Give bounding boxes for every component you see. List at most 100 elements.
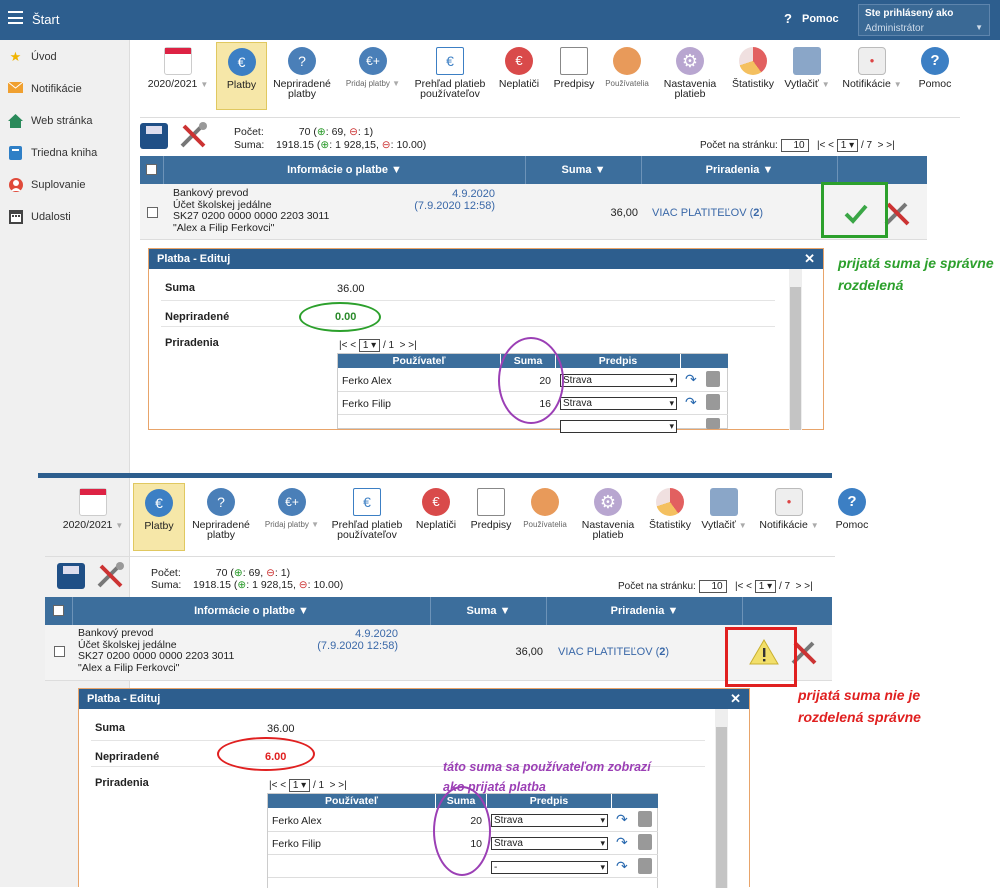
trash-icon[interactable] bbox=[638, 834, 652, 850]
tab-nepriradene[interactable]: ? Nepriradené platby bbox=[189, 483, 253, 551]
house-icon bbox=[8, 114, 23, 128]
assign-link[interactable]: VIAC PLATITEĽOV (2) bbox=[652, 207, 764, 219]
tab-pomoc[interactable]: ? Pomoc bbox=[827, 483, 877, 551]
tools-icon[interactable] bbox=[882, 198, 916, 228]
top-panel: 2020/2021 ▼ € Platby ? Nepriradené platb… bbox=[140, 42, 960, 472]
filter-icon: ▼ bbox=[762, 164, 774, 176]
col-info[interactable]: Informácie o platbe ▼ bbox=[164, 156, 526, 184]
scrollbar[interactable] bbox=[789, 269, 802, 430]
envelope-icon bbox=[7, 81, 24, 96]
login-dropdown[interactable]: Ste prihlásený ako Administrátor ▼ bbox=[858, 4, 990, 36]
sidebar-item-notifikacie[interactable]: Notifikácie bbox=[7, 80, 128, 100]
question-icon: ? bbox=[838, 488, 866, 516]
table-row[interactable]: Bankový prevod Účet školskej jedálne SK27 … bbox=[140, 184, 927, 240]
hamburger-menu-icon[interactable] bbox=[8, 11, 23, 24]
per-page-input[interactable]: 10 bbox=[780, 139, 809, 152]
tab-predpisy[interactable]: Predpisy bbox=[548, 42, 600, 110]
sidebar-item-suplovanie[interactable]: Suplovanie bbox=[8, 176, 128, 196]
rule-select[interactable]: Strava bbox=[491, 837, 608, 850]
arrow-icon[interactable]: ↷ bbox=[685, 371, 697, 387]
col-sum[interactable]: Suma ▼ bbox=[526, 156, 642, 184]
arrow-icon[interactable]: ↷ bbox=[616, 858, 628, 874]
rule-select[interactable]: - bbox=[491, 861, 608, 874]
tab-nastavenia[interactable]: ⚙ Nastavenia platieb bbox=[658, 42, 722, 110]
arrow-icon[interactable]: ↷ bbox=[616, 811, 628, 827]
table-header: Informácie o platbe ▼ Suma ▼ Priradenia … bbox=[140, 156, 927, 184]
tab-pomoc[interactable]: ? Pomoc bbox=[910, 42, 960, 110]
payment-info: Bankový prevod Účet školskej jedálne SK27 … bbox=[78, 627, 235, 674]
check-icon[interactable] bbox=[842, 200, 870, 228]
tab-platby[interactable]: € Platby bbox=[216, 42, 267, 110]
save-icon[interactable] bbox=[140, 123, 168, 149]
rule-select[interactable]: Strava bbox=[560, 374, 677, 387]
tools-icon[interactable] bbox=[178, 122, 212, 150]
arrow-icon[interactable]: ↷ bbox=[685, 394, 697, 410]
year-button[interactable]: 2020/2021 ▼ bbox=[57, 483, 129, 551]
warning-icon[interactable] bbox=[749, 638, 779, 666]
trash-icon[interactable] bbox=[638, 858, 652, 874]
dialog-page-select[interactable]: 1 ▾ bbox=[288, 779, 311, 792]
close-icon[interactable]: ✕ bbox=[730, 691, 741, 706]
tab-notifikacie[interactable]: ● Notifikácie ▼ bbox=[753, 483, 825, 551]
tools-icon[interactable] bbox=[95, 562, 129, 590]
rule-select[interactable]: Strava bbox=[560, 397, 677, 410]
select-all-checkbox[interactable] bbox=[146, 164, 157, 175]
tab-pridaj-platby[interactable]: €+ Pridaj platby ▼ bbox=[259, 483, 325, 551]
trash-icon[interactable] bbox=[706, 394, 720, 410]
col-assign[interactable]: Priradenia ▼ bbox=[547, 597, 743, 625]
trash-icon[interactable] bbox=[706, 418, 720, 429]
tab-nepriradene[interactable]: ? Nepriradené platby bbox=[270, 42, 334, 110]
tab-pridaj-platby[interactable]: €+ Pridaj platby ▼ bbox=[340, 42, 406, 110]
tab-statistiky[interactable]: Štatistiky bbox=[645, 483, 695, 551]
calendar-icon bbox=[8, 210, 23, 224]
sidebar-item-web[interactable]: Web stránka bbox=[8, 112, 128, 132]
tab-prehlad[interactable]: € Prehľad platieb používateľov bbox=[327, 483, 407, 551]
tab-neplatici[interactable]: € Neplatiči bbox=[494, 42, 544, 110]
tab-predpisy[interactable]: Predpisy bbox=[465, 483, 517, 551]
row-user: Ferko Filip bbox=[272, 838, 322, 850]
sidebar-item-uvod[interactable]: ★ Úvod bbox=[9, 49, 57, 64]
payment-date-recorded: (7.9.2020 12:58) bbox=[317, 640, 398, 652]
tab-neplatici[interactable]: € Neplatiči bbox=[411, 483, 461, 551]
annotation-warning: prijatá suma nie je rozdelená správne bbox=[798, 687, 921, 725]
scrollbar[interactable] bbox=[715, 709, 728, 888]
col-assign[interactable]: Priradenia ▼ bbox=[642, 156, 838, 184]
sidebar-item-triedna-kniha[interactable]: Triedna kniha bbox=[8, 144, 128, 164]
help-icon[interactable]: ? bbox=[784, 11, 792, 26]
arrow-icon[interactable]: ↷ bbox=[616, 834, 628, 850]
save-icon[interactable] bbox=[57, 563, 85, 589]
table-row[interactable]: Bankový prevod Účet školskej jedálne SK27 … bbox=[45, 625, 832, 681]
money-bag-clock-icon: € bbox=[505, 47, 533, 75]
trash-icon[interactable] bbox=[706, 371, 720, 387]
assign-link[interactable]: VIAC PLATITEĽOV (2) bbox=[558, 646, 670, 658]
tab-prehlad[interactable]: € Prehľad platieb používateľov bbox=[410, 42, 490, 110]
tab-statistiky[interactable]: Štatistiky bbox=[728, 42, 778, 110]
money-bag-plus-icon: €+ bbox=[359, 47, 387, 75]
tab-platby[interactable]: € Platby bbox=[133, 483, 185, 551]
sidebar-item-udalosti[interactable]: Udalosti bbox=[8, 208, 128, 228]
trash-icon[interactable] bbox=[638, 811, 652, 827]
money-bag-icon: € bbox=[227, 48, 256, 76]
per-page-input[interactable]: 10 bbox=[698, 580, 727, 593]
login-role: Administrátor bbox=[865, 23, 924, 34]
help-link[interactable]: Pomoc bbox=[802, 13, 839, 25]
page-select[interactable]: 1 ▾ bbox=[754, 580, 777, 593]
tab-pouzivatelia[interactable]: Používatelia bbox=[519, 483, 571, 551]
rule-select[interactable] bbox=[560, 420, 677, 433]
tab-nastavenia[interactable]: ⚙ Nastavenia platieb bbox=[575, 483, 641, 551]
col-sum[interactable]: Suma ▼ bbox=[431, 597, 547, 625]
tab-vytlacit[interactable]: Vytlačiť ▼ bbox=[782, 42, 832, 110]
row-user: Ferko Alex bbox=[272, 815, 322, 827]
dialog-page-select[interactable]: 1 ▾ bbox=[358, 339, 381, 352]
row-checkbox[interactable] bbox=[147, 207, 158, 218]
col-info[interactable]: Informácie o platbe ▼ bbox=[73, 597, 431, 625]
page-select[interactable]: 1 ▾ bbox=[836, 139, 859, 152]
select-all-checkbox[interactable] bbox=[53, 605, 64, 616]
rule-select[interactable]: Strava bbox=[491, 814, 608, 827]
row-checkbox[interactable] bbox=[54, 646, 65, 657]
year-button[interactable]: 2020/2021 ▼ bbox=[142, 42, 214, 110]
tab-notifikacie[interactable]: ● Notifikácie ▼ bbox=[836, 42, 908, 110]
tab-pouzivatelia[interactable]: Používatelia bbox=[602, 42, 652, 110]
tab-vytlacit[interactable]: Vytlačiť ▼ bbox=[699, 483, 749, 551]
close-icon[interactable]: ✕ bbox=[804, 251, 815, 266]
